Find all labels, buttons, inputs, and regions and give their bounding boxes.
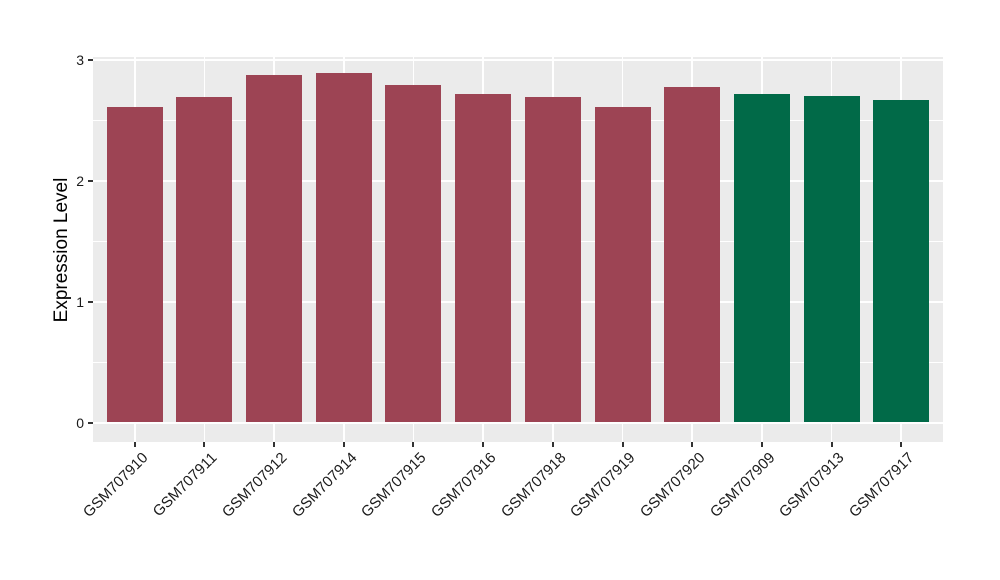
gridline-h-major (93, 59, 943, 61)
x-tick-mark (412, 442, 415, 447)
x-tick-mark (830, 442, 833, 447)
bar-GSM707913 (803, 96, 860, 423)
y-tick-mark (88, 179, 93, 182)
bar-GSM707909 (733, 93, 790, 423)
x-tick-label: GSM707915 (358, 449, 430, 521)
x-tick-label: GSM707913 (776, 449, 848, 521)
y-tick-label: 0 (76, 414, 84, 431)
x-tick-label: GSM707917 (845, 449, 918, 521)
gridline-h-minor (93, 119, 943, 121)
x-tick-mark (342, 442, 345, 447)
bar-GSM707914 (315, 73, 372, 423)
x-tick-label: GSM707910 (79, 449, 152, 521)
bar-GSM707918 (524, 97, 581, 423)
x-tick-label: GSM707920 (636, 449, 709, 521)
y-tick-mark (88, 300, 93, 303)
y-tick-label: 2 (76, 172, 84, 189)
y-tick-mark (88, 421, 93, 424)
x-tick-mark (760, 442, 763, 447)
bar-GSM707915 (385, 85, 442, 423)
x-tick-label: GSM707916 (427, 449, 500, 521)
x-tick-mark (273, 442, 276, 447)
x-tick-label: GSM707912 (218, 449, 291, 521)
x-tick-mark (133, 442, 136, 447)
plot-panel (93, 57, 943, 442)
x-tick-mark (691, 442, 694, 447)
y-tick-mark (88, 59, 93, 61)
x-tick-label: GSM707918 (497, 449, 570, 521)
x-tick-mark (551, 442, 554, 447)
x-tick-mark (621, 442, 624, 447)
x-tick-mark (203, 442, 206, 447)
x-tick-label: GSM707909 (706, 449, 779, 521)
y-tick-label: 3 (76, 52, 84, 68)
bar-GSM707917 (873, 99, 930, 423)
bar-GSM707920 (664, 86, 721, 423)
gridline-h-major (93, 179, 943, 182)
gridline-h-major (93, 421, 943, 424)
y-tick-label: 1 (76, 293, 84, 310)
x-tick-label: GSM707919 (567, 449, 639, 521)
bar-GSM707911 (176, 97, 233, 423)
bar-GSM707910 (106, 107, 163, 423)
bar-GSM707912 (246, 74, 303, 423)
bar-GSM707916 (455, 93, 512, 423)
bar-GSM707919 (594, 107, 651, 423)
x-tick-mark (900, 442, 903, 447)
gridline-h-minor (93, 361, 943, 363)
gridline-h-minor (93, 240, 943, 242)
gridline-h-major (93, 300, 943, 303)
x-tick-label: GSM707914 (288, 449, 361, 521)
x-tick-mark (482, 442, 485, 447)
x-tick-label: GSM707911 (150, 449, 221, 521)
